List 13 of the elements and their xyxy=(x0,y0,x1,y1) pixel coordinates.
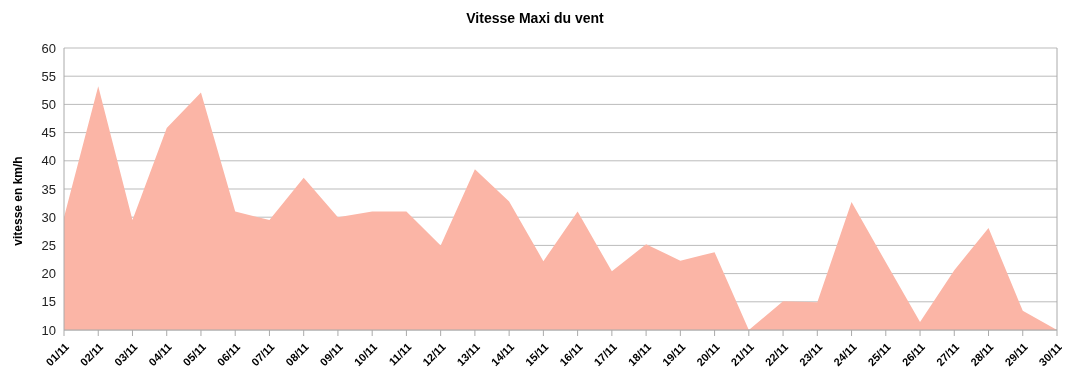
y-tick-label: 25 xyxy=(41,238,56,254)
chart-title: Vitesse Maxi du vent xyxy=(465,9,605,28)
y-tick-label: 10 xyxy=(41,322,56,338)
y-tick-label: 35 xyxy=(41,181,56,197)
y-tick-label: 60 xyxy=(41,40,56,56)
y-axis-title: vitesse en km/h xyxy=(11,156,26,246)
y-tick-label: 50 xyxy=(41,97,56,113)
y-tick-label: 30 xyxy=(41,209,56,225)
y-tick-label: 20 xyxy=(41,266,56,282)
y-tick-label: 45 xyxy=(41,125,56,141)
y-tick-label: 40 xyxy=(41,153,56,169)
y-tick-label: 55 xyxy=(41,68,56,84)
y-tick-label: 15 xyxy=(41,294,56,310)
